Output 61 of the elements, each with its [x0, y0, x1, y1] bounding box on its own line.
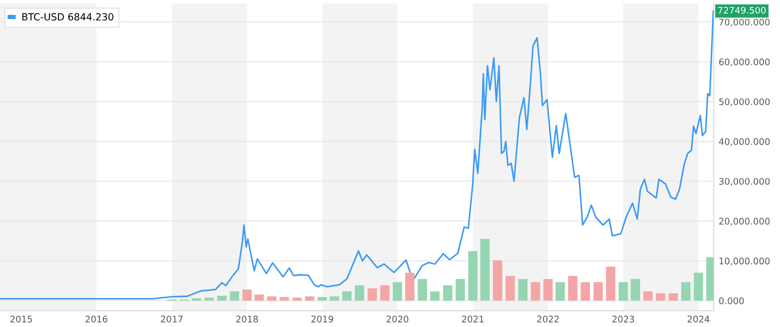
y-tick-label: 10,000.000 — [720, 258, 770, 266]
bar — [204, 298, 214, 301]
bar — [192, 298, 202, 301]
x-tick-label: 2017 — [161, 316, 183, 322]
bar — [656, 293, 666, 301]
bar — [443, 285, 452, 301]
y-tick-label: 50,000.000 — [719, 98, 770, 106]
x-tick-label: 2015 — [10, 316, 32, 322]
bar — [405, 272, 414, 301]
bar — [643, 291, 653, 301]
line-series — [0, 10, 714, 300]
bar — [230, 291, 240, 301]
x-tick-label: 2018 — [236, 316, 258, 322]
bar — [543, 278, 553, 301]
bar — [368, 288, 377, 301]
bar — [694, 272, 704, 301]
y-tick-label: 0.000 — [719, 297, 744, 304]
legend-label: BTC-USD 6844.230 — [22, 13, 114, 21]
bar — [342, 291, 352, 301]
bar — [506, 276, 515, 301]
bar — [292, 298, 302, 301]
bar — [456, 278, 465, 301]
x-tick-label: 2021 — [462, 316, 484, 322]
bar — [242, 290, 252, 301]
x-tick-label: 2024 — [688, 316, 710, 322]
x-tick-label: 2016 — [86, 316, 108, 322]
bar — [392, 282, 402, 301]
bar — [380, 285, 390, 301]
bar — [217, 296, 227, 301]
bar — [518, 278, 528, 301]
bar — [618, 282, 628, 301]
x-tick-label: 2023 — [612, 316, 634, 322]
x-tick-label: 2020 — [386, 316, 408, 322]
bar — [556, 282, 565, 301]
bar — [318, 296, 327, 301]
y-tick-label: 60,000.000 — [719, 58, 770, 66]
bar — [681, 282, 691, 301]
bar — [630, 278, 640, 301]
bar — [430, 291, 440, 301]
bar — [254, 294, 264, 301]
bar — [606, 266, 616, 301]
x-tick-label: 2019 — [311, 316, 334, 322]
bar — [305, 296, 314, 301]
y-tick-label: 40,000.000 — [719, 138, 770, 146]
y-tick-label: 70,000.000 — [719, 18, 770, 26]
bar — [267, 296, 276, 301]
x-tick-label: 2022 — [537, 316, 559, 322]
bar — [568, 276, 578, 301]
bar — [530, 282, 540, 301]
bar — [593, 282, 603, 301]
bar — [580, 282, 590, 301]
bar — [468, 251, 478, 301]
bar — [492, 260, 502, 301]
bar — [668, 293, 678, 301]
annotation: 72749.500 — [718, 6, 766, 14]
y-tick-label: 30,000.000 — [719, 178, 770, 186]
bar — [480, 238, 490, 301]
bar — [354, 285, 364, 301]
y-tick-label: 20,000.000 — [719, 218, 770, 226]
bar — [280, 296, 289, 301]
bar — [418, 278, 428, 301]
